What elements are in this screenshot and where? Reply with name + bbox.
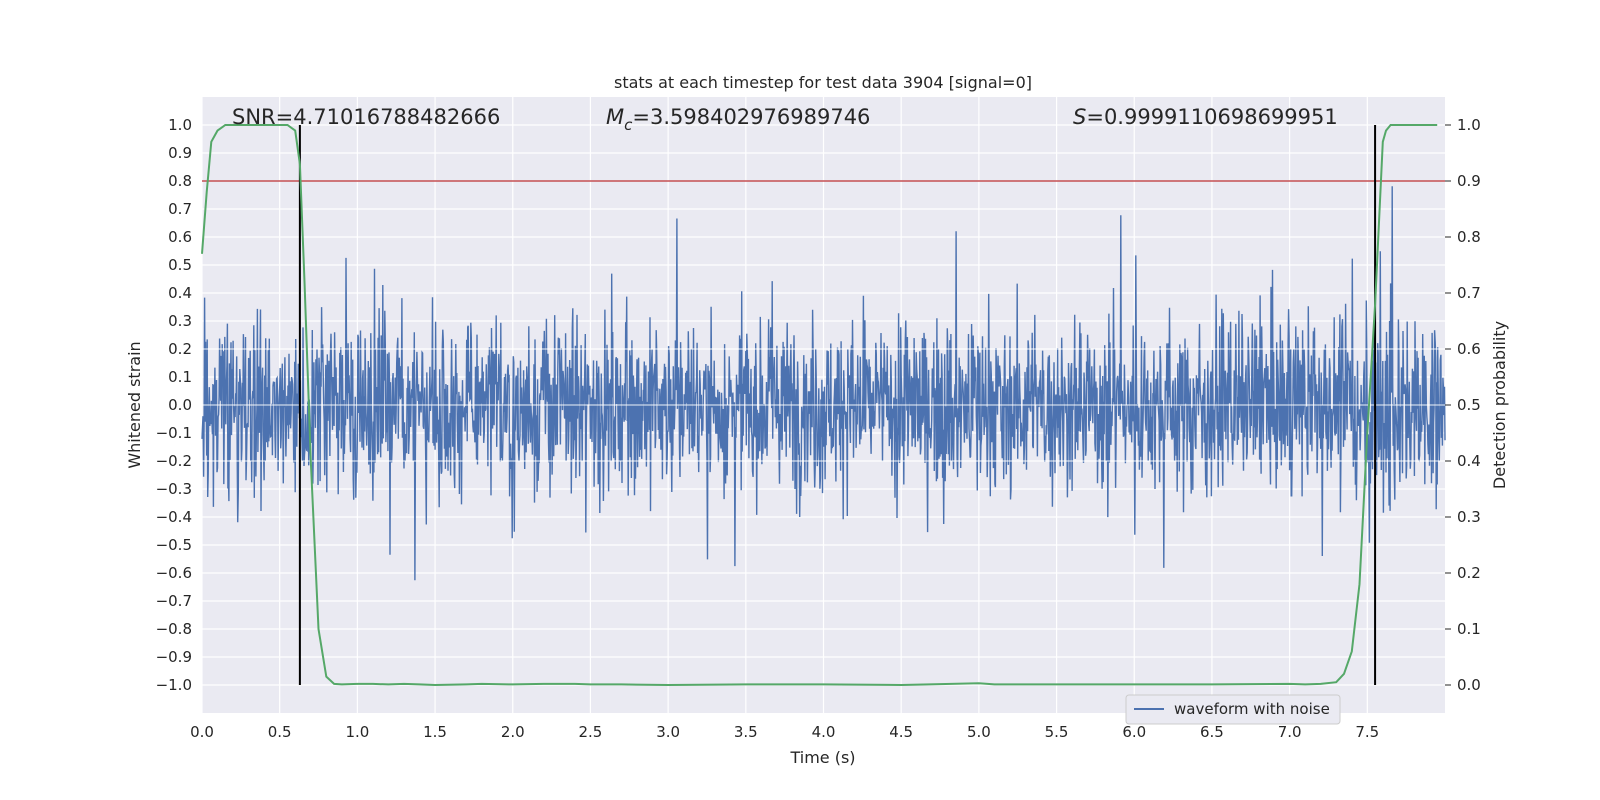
y-tick-label: 0.2 [168,340,192,358]
detection-probability-line [201,124,1438,687]
s-symbol: S [1073,105,1086,129]
s-value: =0.9999110698699951 [1086,105,1337,129]
x-tick-label: 6.0 [1122,723,1146,741]
x-tick-label: 1.5 [423,723,447,741]
x-axis-ticks: 0.0 0.5 1.0 1.5 2.0 2.5 3.0 3.5 4.0 4.5 5.0 5.5 6.0 6… [190,723,1379,741]
y2-tick-label: 0.4 [1457,452,1481,470]
waveform-line [201,186,1446,581]
y2-tick-label: 0.1 [1457,620,1481,638]
y2-tick-label: 0.6 [1457,340,1481,358]
y2-axis-ticks: 1.0 0.9 0.8 0.7 0.6 0.5 0.4 0.3 0.2 0.1 0.0 [1445,116,1481,694]
y2-tick-label: 0.7 [1457,284,1481,302]
x-axis-label: Time (s) [789,748,855,767]
y-tick-label: 0.5 [168,256,192,274]
x-tick-label: 7.5 [1355,723,1379,741]
y-tick-label: 0.4 [168,284,192,302]
x-tick-label: 5.0 [967,723,991,741]
y-tick-label: −0.1 [156,424,192,442]
y2-tick-label: 1.0 [1457,116,1481,134]
x-tick-label: 2.5 [579,723,603,741]
y2-tick-label: 0.3 [1457,508,1481,526]
y-tick-label: 0.6 [168,228,192,246]
y-tick-label: −0.2 [156,452,192,470]
y2-tick-label: 0.0 [1457,676,1481,694]
x-tick-label: 1.0 [345,723,369,741]
y-tick-label: −0.4 [156,508,192,526]
waveform-series [201,186,1446,581]
overlays [201,124,1445,687]
x-tick-label: 2.0 [501,723,525,741]
y-axis-ticks: 1.0 0.9 0.8 0.7 0.6 0.5 0.4 0.3 0.2 0.1 0.0 −0.1 −0.… [156,116,192,694]
x-tick-label: 3.0 [656,723,680,741]
y-tick-label: −1.0 [156,676,192,694]
chirp-mass-annotation: Mc=3.598402976989746 [606,105,870,134]
x-tick-label: 5.5 [1045,723,1069,741]
y-tick-label: 0.7 [168,200,192,218]
y-tick-label: −0.5 [156,536,192,554]
legend: waveform with noise [1125,694,1341,725]
mc-subscript: c [624,116,633,134]
x-tick-label: 7.0 [1278,723,1302,741]
snr-annotation: SNR=4.71016788482666 [232,105,500,129]
y2-tick-label: 0.8 [1457,228,1481,246]
y-tick-label: 0.9 [168,144,192,162]
y-axis-label: Whitened strain [125,341,144,468]
x-tick-label: 4.5 [889,723,913,741]
y-tick-label: −0.3 [156,480,192,498]
y-tick-label: −0.8 [156,620,192,638]
y2-tick-label: 0.5 [1457,396,1481,414]
y-tick-label: 0.0 [168,396,192,414]
mc-symbol: M [606,105,624,129]
y-tick-label: −0.6 [156,564,192,582]
x-tick-label: 3.5 [734,723,758,741]
y-tick-label: 1.0 [168,116,192,134]
x-tick-label: 0.0 [190,723,214,741]
y-tick-label: −0.7 [156,592,192,610]
y-tick-label: −0.9 [156,648,192,666]
mc-value: =3.598402976989746 [632,105,870,129]
y2-axis-label: Detection probability [1490,321,1509,489]
x-tick-label: 4.0 [812,723,836,741]
y2-tick-label: 0.2 [1457,564,1481,582]
x-tick-label: 0.5 [268,723,292,741]
y2-tick-label: 0.9 [1457,172,1481,190]
s-annotation: S=0.9999110698699951 [1073,105,1338,129]
x-tick-label: 6.5 [1200,723,1224,741]
chart-title: stats at each timestep for test data 390… [614,73,1032,92]
legend-box [1125,694,1341,725]
y-tick-label: 0.3 [168,312,192,330]
legend-label: waveform with noise [1174,700,1330,718]
y-tick-label: 0.1 [168,368,192,386]
y-tick-label: 0.8 [168,172,192,190]
